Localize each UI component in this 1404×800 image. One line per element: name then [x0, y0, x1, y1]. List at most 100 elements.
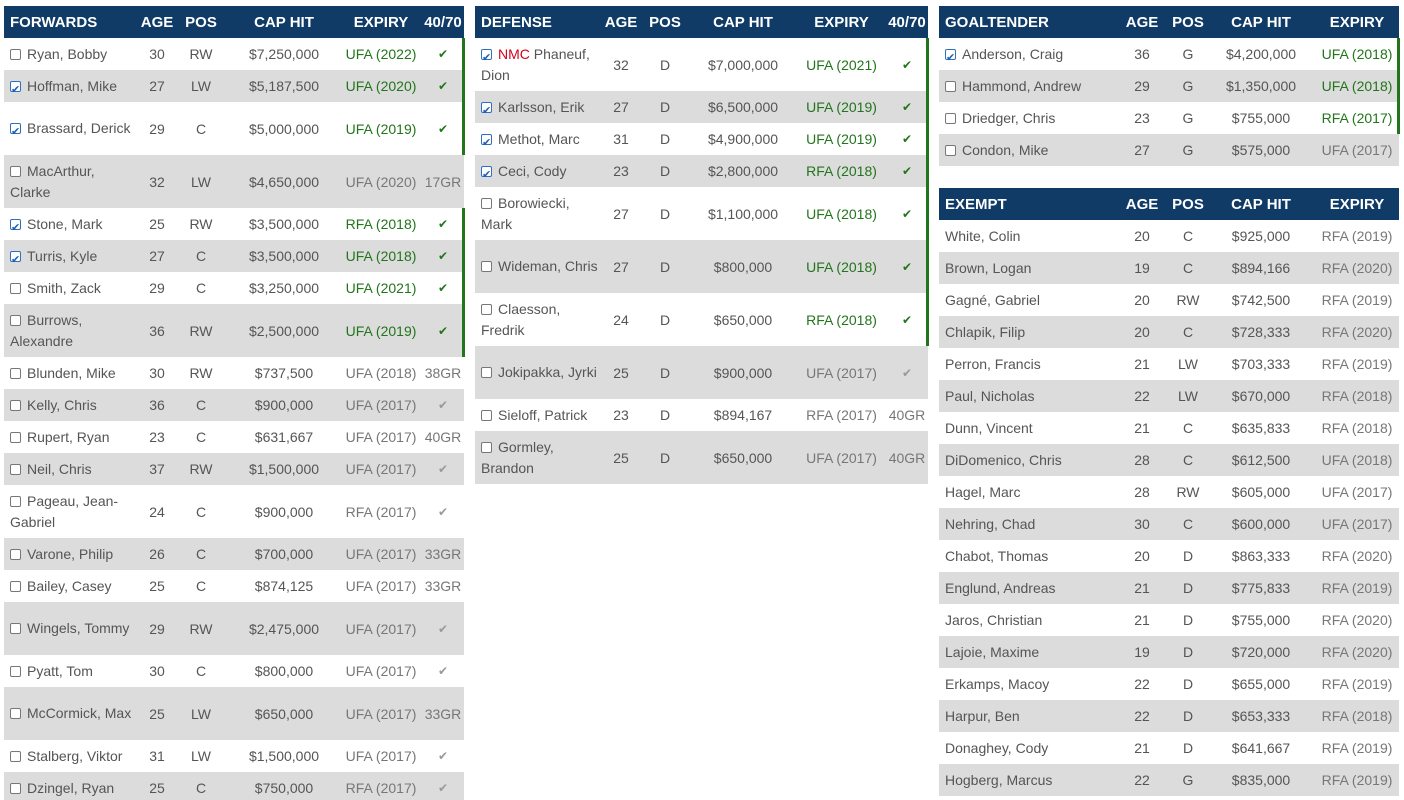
player-checkbox[interactable] [10, 121, 21, 142]
col-header-40-70[interactable]: 40/70 [886, 6, 928, 38]
player-checkbox[interactable] [945, 112, 956, 124]
player-name-link[interactable]: Sieloff, Patrick [498, 406, 588, 423]
player-name-link[interactable]: Condon, Mike [962, 141, 1049, 158]
player-name-link[interactable]: Hagel, Marc [945, 483, 1021, 500]
player-name-link[interactable]: MacArthur, Clarke [10, 162, 95, 200]
player-checkbox[interactable] [481, 409, 492, 421]
player-name-link[interactable]: Pyatt, Tom [27, 662, 93, 679]
player-name-link[interactable]: Varone, Philip [27, 545, 114, 562]
player-checkbox[interactable] [10, 708, 21, 719]
player-checkbox[interactable] [10, 249, 21, 270]
col-header-40-70[interactable]: 40/70 [422, 6, 464, 38]
player-name-link[interactable]: Chabot, Thomas [945, 547, 1049, 564]
player-checkbox[interactable] [10, 463, 21, 475]
player-name-link[interactable]: Chlapik, Filip [945, 323, 1026, 340]
player-name-link[interactable]: Borowiecki, Mark [481, 194, 570, 232]
player-name-link[interactable]: Nehring, Chad [945, 515, 1036, 532]
col-header-pos[interactable]: POS [641, 6, 689, 38]
player-checkbox[interactable] [481, 197, 492, 209]
col-header-expiry[interactable]: EXPIRY [797, 6, 886, 38]
player-name-link[interactable]: Dunn, Vincent [945, 419, 1033, 436]
player-name-link[interactable]: McCormick, Max [27, 705, 132, 721]
player-name-link[interactable]: Claesson, Fredrik [481, 300, 561, 338]
player-name-link[interactable]: Kelly, Chris [27, 396, 97, 413]
player-name-link[interactable]: Turris, Kyle [27, 247, 98, 264]
player-name-link[interactable]: Wingels, Tommy [27, 620, 130, 636]
player-name-link[interactable]: Stone, Mark [27, 215, 103, 232]
player-name-link[interactable]: Jokipakka, Jyrki [498, 364, 597, 380]
player-checkbox[interactable] [10, 495, 21, 507]
player-name-link[interactable]: Smith, Zack [27, 279, 101, 296]
player-checkbox[interactable] [10, 79, 21, 100]
player-checkbox[interactable] [481, 367, 492, 378]
player-name-link[interactable]: Hogberg, Marcus [945, 771, 1053, 788]
player-checkbox[interactable] [481, 261, 492, 272]
player-checkbox[interactable] [481, 164, 492, 185]
col-header-age[interactable]: AGE [601, 6, 641, 38]
player-name-link[interactable]: Neil, Chris [27, 460, 92, 477]
player-checkbox[interactable] [10, 217, 21, 238]
player-name-link[interactable]: Paul, Nicholas [945, 387, 1035, 404]
player-checkbox[interactable] [10, 431, 21, 443]
col-header-exempt[interactable]: EXEMPT [939, 188, 1115, 220]
col-header-expiry[interactable]: EXPIRY [1315, 6, 1399, 38]
player-name-link[interactable]: Lajoie, Maxime [945, 643, 1040, 660]
player-checkbox[interactable] [10, 314, 21, 326]
player-checkbox[interactable] [10, 282, 21, 294]
player-checkbox[interactable] [481, 303, 492, 315]
col-header-age[interactable]: AGE [1115, 6, 1169, 38]
player-checkbox[interactable] [10, 750, 21, 762]
player-checkbox[interactable] [10, 580, 21, 592]
player-name-link[interactable]: Harpur, Ben [945, 707, 1020, 724]
player-checkbox[interactable] [10, 399, 21, 411]
player-name-link[interactable]: Englund, Andreas [945, 579, 1056, 596]
player-checkbox[interactable] [945, 47, 956, 68]
player-checkbox[interactable] [481, 100, 492, 121]
player-name-link[interactable]: White, Colin [945, 227, 1021, 244]
col-header-age[interactable]: AGE [140, 6, 174, 38]
player-name-link[interactable]: Wideman, Chris [498, 258, 598, 274]
player-name-link[interactable]: Blunden, Mike [27, 364, 116, 381]
player-name-link[interactable]: Pageau, Jean-Gabriel [10, 492, 119, 530]
player-name-link[interactable]: Gormley, Brandon [481, 438, 554, 476]
player-checkbox[interactable] [10, 165, 21, 177]
player-name-link[interactable]: Bailey, Casey [27, 577, 112, 594]
player-name-link[interactable]: Ryan, Bobby [27, 45, 108, 62]
player-name-link[interactable]: Phaneuf, Dion [481, 45, 590, 83]
player-checkbox[interactable] [10, 782, 21, 794]
player-name-link[interactable]: Anderson, Craig [962, 45, 1064, 62]
player-checkbox[interactable] [10, 623, 21, 634]
player-name-link[interactable]: Gagné, Gabriel [945, 291, 1040, 308]
col-header-goaltender[interactable]: GOALTENDER [939, 6, 1115, 38]
col-header-forwards[interactable]: FORWARDS [4, 6, 140, 38]
col-header-pos[interactable]: POS [1169, 188, 1207, 220]
player-name-link[interactable]: Stalberg, Viktor [27, 747, 123, 764]
player-checkbox[interactable] [481, 441, 492, 453]
col-header-pos[interactable]: POS [174, 6, 228, 38]
player-name-link[interactable]: Karlsson, Erik [498, 98, 585, 115]
player-checkbox[interactable] [945, 80, 956, 92]
player-name-link[interactable]: Jaros, Christian [945, 611, 1043, 628]
player-name-link[interactable]: Hoffman, Mike [27, 77, 117, 94]
col-header-defense[interactable]: DEFENSE [475, 6, 601, 38]
player-checkbox[interactable] [481, 132, 492, 153]
col-header-cap-hit[interactable]: CAP HIT [1207, 6, 1315, 38]
player-name-link[interactable]: Erkamps, Macoy [945, 675, 1050, 692]
player-name-link[interactable]: Driedger, Chris [962, 109, 1056, 126]
player-name-link[interactable]: Dzingel, Ryan [27, 779, 115, 796]
player-checkbox[interactable] [10, 548, 21, 560]
player-name-link[interactable]: Rupert, Ryan [27, 428, 110, 445]
player-name-link[interactable]: Brassard, Derick [27, 120, 131, 136]
col-header-cap-hit[interactable]: CAP HIT [228, 6, 340, 38]
player-name-link[interactable]: Donaghey, Cody [945, 739, 1049, 756]
col-header-age[interactable]: AGE [1115, 188, 1169, 220]
player-name-link[interactable]: Hammond, Andrew [962, 77, 1082, 94]
player-name-link[interactable]: Methot, Marc [498, 130, 580, 147]
player-name-link[interactable]: DiDomenico, Chris [945, 451, 1062, 468]
player-checkbox[interactable] [10, 665, 21, 677]
col-header-expiry[interactable]: EXPIRY [1315, 188, 1399, 220]
player-name-link[interactable]: Burrows, Alexandre [10, 311, 83, 349]
col-header-cap-hit[interactable]: CAP HIT [1207, 188, 1315, 220]
player-name-link[interactable]: Brown, Logan [945, 259, 1032, 276]
player-name-link[interactable]: Ceci, Cody [498, 162, 567, 179]
